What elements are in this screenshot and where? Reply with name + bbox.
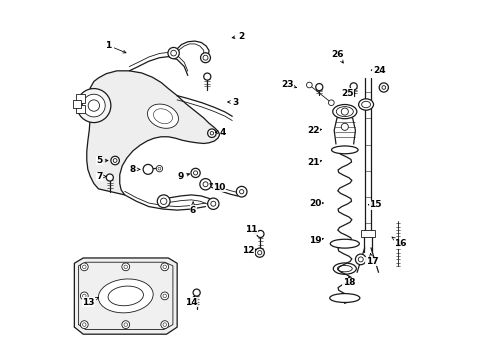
Circle shape: [341, 123, 347, 130]
Circle shape: [122, 263, 129, 271]
Ellipse shape: [337, 265, 351, 272]
Circle shape: [80, 292, 88, 300]
Text: 12: 12: [241, 246, 256, 255]
Ellipse shape: [336, 107, 353, 117]
Circle shape: [349, 83, 356, 90]
Circle shape: [256, 230, 264, 238]
Text: 26: 26: [330, 50, 343, 63]
Circle shape: [161, 292, 168, 300]
Polygon shape: [74, 258, 177, 334]
Text: 25: 25: [340, 89, 354, 98]
Ellipse shape: [147, 104, 178, 128]
Circle shape: [156, 166, 163, 172]
Text: 3: 3: [227, 98, 238, 107]
Circle shape: [157, 195, 170, 208]
Text: 19: 19: [308, 236, 323, 245]
Circle shape: [80, 263, 88, 271]
Circle shape: [200, 53, 210, 63]
Text: 1: 1: [105, 41, 126, 53]
Text: 23: 23: [280, 80, 296, 89]
Polygon shape: [86, 71, 219, 195]
Ellipse shape: [358, 99, 373, 110]
Circle shape: [341, 108, 347, 115]
Circle shape: [122, 321, 129, 329]
Circle shape: [200, 179, 211, 190]
Text: 11: 11: [245, 225, 257, 235]
Polygon shape: [73, 100, 81, 108]
Text: 10: 10: [209, 183, 225, 192]
Ellipse shape: [331, 146, 357, 154]
Circle shape: [143, 165, 153, 174]
Circle shape: [191, 168, 200, 177]
Ellipse shape: [361, 101, 370, 108]
Circle shape: [193, 171, 197, 175]
Text: 4: 4: [215, 128, 226, 137]
Polygon shape: [76, 105, 85, 113]
Circle shape: [111, 156, 119, 165]
Text: 20: 20: [308, 198, 323, 207]
Circle shape: [161, 263, 168, 271]
Circle shape: [328, 100, 333, 105]
Text: 9: 9: [177, 172, 189, 181]
Text: 13: 13: [82, 297, 98, 307]
Ellipse shape: [108, 286, 143, 306]
Circle shape: [207, 129, 216, 138]
Circle shape: [203, 73, 210, 80]
Circle shape: [161, 321, 168, 329]
Circle shape: [193, 289, 200, 296]
Circle shape: [113, 159, 117, 162]
Circle shape: [80, 321, 88, 329]
Ellipse shape: [329, 294, 359, 302]
Circle shape: [207, 198, 219, 210]
Text: 18: 18: [342, 276, 355, 287]
Text: 21: 21: [307, 158, 321, 167]
Text: 17: 17: [365, 253, 378, 266]
Circle shape: [82, 94, 105, 117]
Circle shape: [77, 89, 111, 123]
Circle shape: [315, 84, 322, 91]
Circle shape: [306, 82, 311, 88]
Circle shape: [236, 186, 246, 197]
Ellipse shape: [98, 279, 153, 313]
Text: 6: 6: [190, 202, 196, 215]
Text: 22: 22: [307, 126, 321, 135]
Text: 2: 2: [232, 32, 244, 41]
Text: 8: 8: [129, 165, 140, 174]
Ellipse shape: [329, 239, 359, 248]
Text: 14: 14: [184, 296, 197, 307]
Circle shape: [355, 254, 366, 265]
Text: 15: 15: [368, 200, 381, 209]
Text: 24: 24: [370, 66, 385, 75]
Circle shape: [167, 48, 179, 59]
Polygon shape: [360, 230, 374, 237]
Ellipse shape: [332, 104, 356, 119]
Ellipse shape: [333, 263, 356, 274]
Ellipse shape: [153, 109, 172, 123]
Circle shape: [106, 174, 113, 181]
Circle shape: [255, 248, 264, 257]
Circle shape: [257, 251, 261, 255]
Text: 16: 16: [391, 237, 406, 248]
Text: 7: 7: [96, 172, 106, 181]
Circle shape: [378, 83, 387, 92]
Text: 5: 5: [96, 156, 108, 165]
Polygon shape: [76, 94, 85, 103]
